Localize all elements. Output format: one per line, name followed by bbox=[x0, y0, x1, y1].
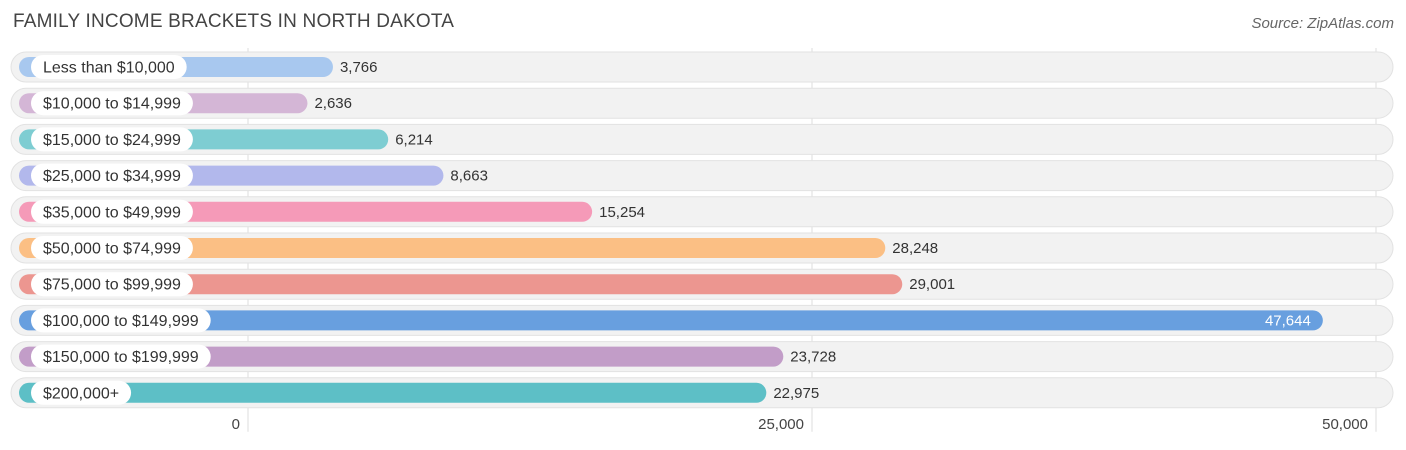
category-label: Less than $10,000 bbox=[43, 60, 175, 77]
value-label: 2,636 bbox=[314, 95, 352, 112]
row-background bbox=[10, 51, 1394, 83]
category-label: $35,000 to $49,999 bbox=[43, 204, 181, 221]
value-label: 23,728 bbox=[790, 349, 836, 366]
bar bbox=[19, 310, 1323, 331]
category-label-pill bbox=[31, 127, 193, 152]
category-label-pill bbox=[31, 199, 193, 224]
bar bbox=[19, 346, 784, 367]
tick-label: 50,000 bbox=[1322, 416, 1368, 433]
bar bbox=[19, 274, 903, 295]
category-label: $10,000 to $14,999 bbox=[43, 96, 181, 113]
row-background bbox=[10, 87, 1394, 119]
category-label: $150,000 to $199,999 bbox=[43, 349, 199, 366]
category-label: $15,000 to $24,999 bbox=[43, 132, 181, 149]
category-label: $200,000+ bbox=[43, 385, 119, 402]
chart-title: FAMILY INCOME BRACKETS IN NORTH DAKOTA bbox=[13, 11, 455, 32]
category-label-pill bbox=[31, 236, 193, 260]
value-label: 22,975 bbox=[773, 385, 819, 402]
x-axis-ticks: 0 25,000 50,000 bbox=[232, 416, 1368, 433]
category-label-pill bbox=[31, 344, 211, 369]
value-label: 29,001 bbox=[909, 276, 955, 293]
category-label: $25,000 to $34,999 bbox=[43, 168, 181, 185]
value-label: 3,766 bbox=[340, 59, 378, 76]
category-label-pill bbox=[31, 163, 193, 188]
value-label: 15,254 bbox=[599, 204, 645, 221]
value-label: 6,214 bbox=[395, 131, 433, 148]
value-label: 47,644 bbox=[1265, 312, 1311, 329]
category-label-pill bbox=[31, 55, 187, 79]
category-label-pill bbox=[31, 380, 132, 405]
tick-label: 25,000 bbox=[758, 416, 804, 433]
category-label: $75,000 to $99,999 bbox=[43, 277, 181, 294]
bar bbox=[19, 382, 767, 403]
tick-label: 0 bbox=[232, 416, 240, 433]
category-label-pill bbox=[31, 272, 193, 297]
category-label-pill bbox=[31, 91, 193, 116]
source-credit: Source: ZipAtlas.com bbox=[1251, 15, 1394, 32]
value-label: 28,248 bbox=[892, 240, 938, 257]
category-label: $100,000 to $149,999 bbox=[43, 313, 199, 330]
category-label-pill bbox=[31, 308, 211, 333]
value-label: 8,663 bbox=[450, 168, 488, 185]
category-label: $50,000 to $74,999 bbox=[43, 241, 181, 258]
bar bbox=[19, 238, 886, 258]
bar-rows: Less than $10,000 3,766 $10,000 to $14,999… bbox=[10, 51, 1394, 409]
